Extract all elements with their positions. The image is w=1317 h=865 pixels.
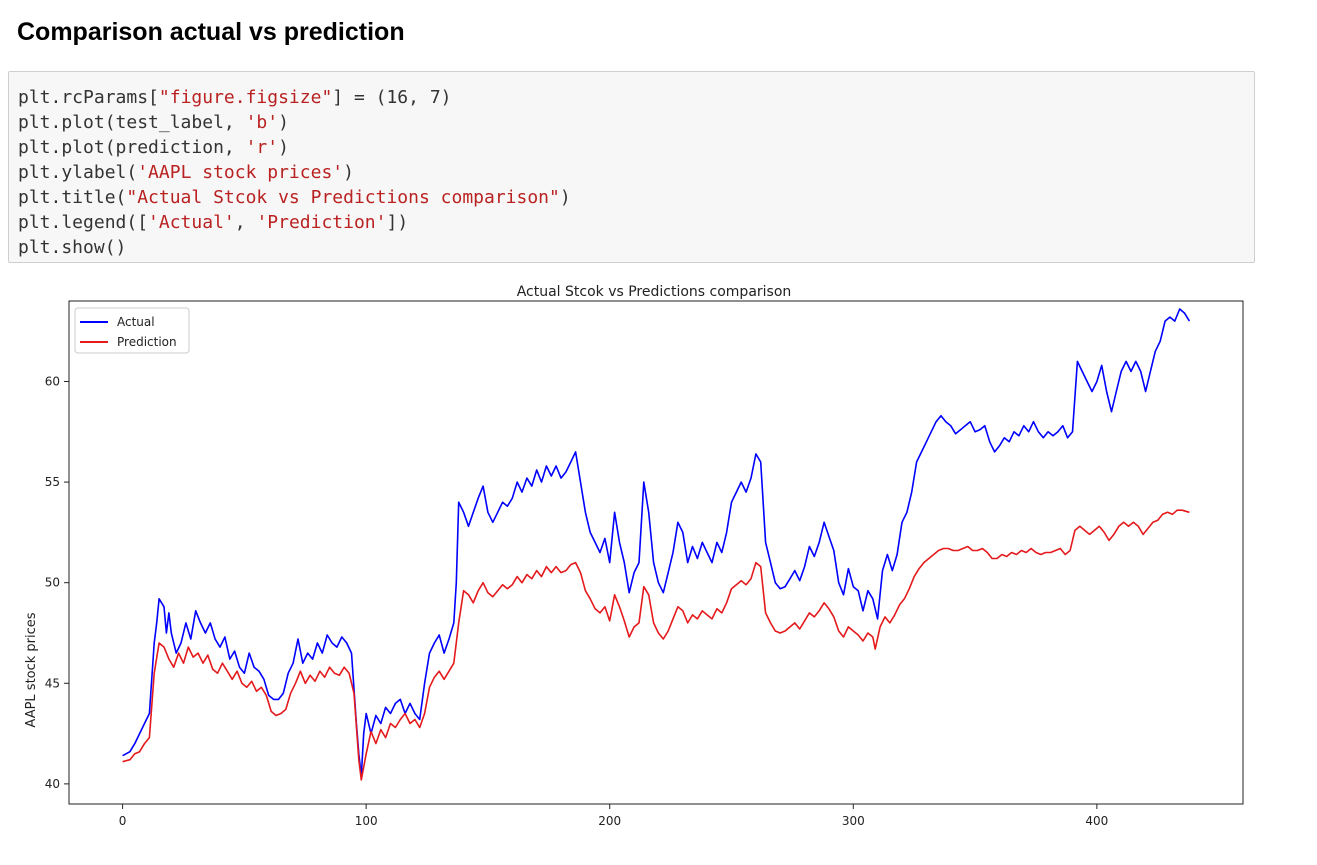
legend-label-prediction: Prediction <box>117 335 177 349</box>
code-token: ] = (16, 7) <box>332 87 452 108</box>
y-tick-label: 60 <box>45 374 60 388</box>
code-token: plt.rcParams[ <box>18 87 159 108</box>
code-input[interactable]: plt.rcParams["figure.figsize"] = (16, 7)… <box>9 72 1254 260</box>
series-line-prediction <box>122 509 1190 781</box>
code-token: , <box>234 212 257 233</box>
code-string-token: 'Actual' <box>148 212 235 233</box>
code-string-token: 'r' <box>245 137 279 158</box>
chart-title: Actual Stcok vs Predictions comparison <box>517 284 792 300</box>
code-line: plt.legend(['Actual', 'Prediction']) <box>18 212 408 233</box>
series-layer <box>122 308 1191 781</box>
x-tick-label: 300 <box>842 814 865 828</box>
code-line: plt.rcParams["figure.figsize"] = (16, 7) <box>18 87 452 108</box>
y-tick-label: 40 <box>45 777 60 791</box>
code-token: ]) <box>386 212 409 233</box>
code-line: plt.plot(prediction, 'r') <box>18 137 289 158</box>
code-token: ) <box>559 187 571 208</box>
section-heading: Comparison actual vs prediction <box>17 18 405 46</box>
y-tick-label: 50 <box>45 576 60 590</box>
y-axis-label: AAPL stock prices <box>24 612 39 727</box>
code-token: ) <box>343 162 354 183</box>
code-string-token: 'b' <box>245 112 279 133</box>
code-string-token: 'AAPL stock prices' <box>137 162 344 183</box>
legend: Actual Prediction <box>74 307 190 354</box>
x-tick-label: 200 <box>598 814 621 828</box>
code-line: plt.plot(test_label, 'b') <box>18 112 289 133</box>
code-string-token: 'Prediction' <box>256 212 387 233</box>
code-token: ) <box>278 137 289 158</box>
code-token: plt.ylabel( <box>18 162 138 183</box>
y-tick-label: 55 <box>45 475 60 489</box>
x-tick-label: 100 <box>355 814 378 828</box>
code-line: plt.ylabel('AAPL stock prices') <box>18 162 354 183</box>
code-cell[interactable]: plt.rcParams["figure.figsize"] = (16, 7)… <box>8 71 1255 263</box>
line-chart: Actual Stcok vs Predictions comparison A… <box>24 284 1244 828</box>
code-token: plt.plot(prediction, <box>18 137 246 158</box>
code-token: plt.plot(test_label, <box>18 112 246 133</box>
code-token: ) <box>278 112 289 133</box>
code-token: plt.legend([ <box>18 212 149 233</box>
code-line: plt.show() <box>18 237 126 258</box>
plot-frame <box>68 300 1244 805</box>
code-token: plt.title( <box>18 187 127 208</box>
x-tick-label: 400 <box>1085 814 1108 828</box>
code-line: plt.title("Actual Stcok vs Predictions c… <box>18 187 571 208</box>
code-token: plt.show() <box>18 237 127 258</box>
ticks-layer: 0 100 200 300 400 40 45 50 55 60 <box>45 374 1109 828</box>
code-string-token: "Actual Stcok vs Predictions comparison" <box>126 187 560 208</box>
x-tick-label: 0 <box>119 814 127 828</box>
series-line-actual <box>122 308 1191 777</box>
y-tick-label: 45 <box>45 676 60 690</box>
legend-label-actual: Actual <box>117 315 155 329</box>
code-string-token: "figure.figsize" <box>158 87 333 108</box>
